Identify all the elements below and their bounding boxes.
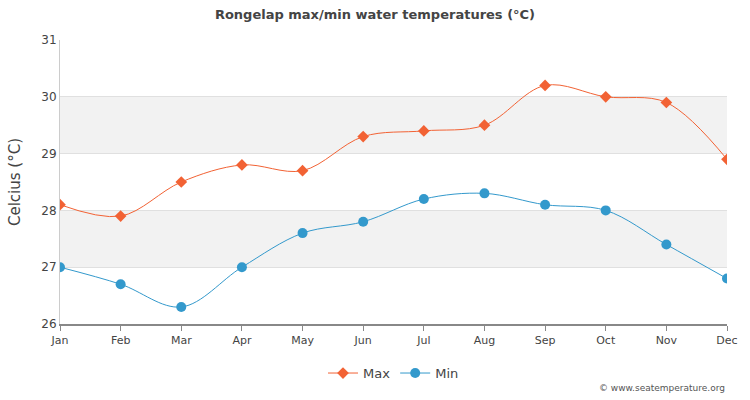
svg-text:Rongelap max/min water tempera: Rongelap max/min water temperatures (°C) bbox=[215, 7, 535, 22]
svg-text:31: 31 bbox=[41, 33, 56, 47]
svg-text:Oct: Oct bbox=[596, 334, 616, 347]
svg-text:Jul: Jul bbox=[416, 334, 430, 347]
svg-text:28: 28 bbox=[41, 204, 56, 218]
svg-text:Min: Min bbox=[435, 366, 458, 381]
svg-text:Mar: Mar bbox=[171, 334, 192, 347]
svg-text:30: 30 bbox=[41, 90, 56, 104]
svg-text:Dec: Dec bbox=[716, 334, 737, 347]
svg-text:Max: Max bbox=[363, 366, 390, 381]
svg-text:27: 27 bbox=[41, 260, 56, 274]
svg-text:Apr: Apr bbox=[232, 334, 252, 347]
svg-text:Jun: Jun bbox=[354, 334, 372, 347]
svg-text:29: 29 bbox=[41, 147, 56, 161]
svg-text:© www.seatemperature.org: © www.seatemperature.org bbox=[599, 383, 725, 393]
svg-text:Celcius (°C): Celcius (°C) bbox=[6, 138, 24, 226]
svg-text:Nov: Nov bbox=[656, 334, 678, 347]
svg-text:May: May bbox=[291, 334, 314, 347]
svg-text:Aug: Aug bbox=[474, 334, 495, 347]
svg-text:Sep: Sep bbox=[535, 334, 556, 347]
svg-text:Jan: Jan bbox=[51, 334, 69, 347]
svg-text:26: 26 bbox=[41, 317, 56, 331]
svg-text:Feb: Feb bbox=[111, 334, 130, 347]
